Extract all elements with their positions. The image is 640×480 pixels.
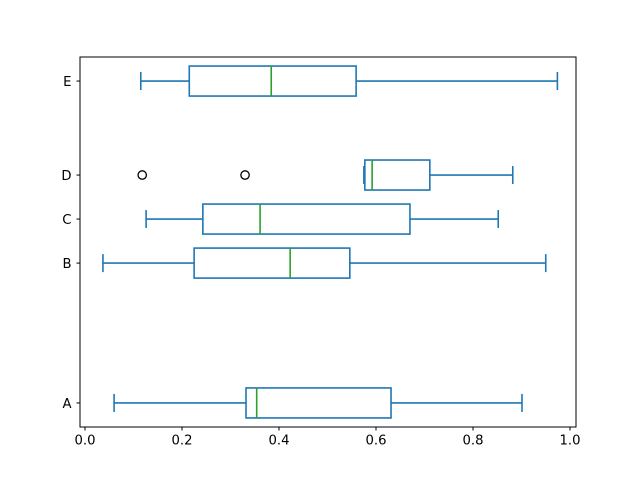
box-iqr xyxy=(245,387,392,419)
box-iqr xyxy=(364,159,431,191)
axes-frame xyxy=(79,56,577,428)
boxplot-item-E xyxy=(139,65,559,97)
boxplot-item-C xyxy=(145,203,500,235)
y-axis-ticks: A B C D E xyxy=(61,75,80,412)
box-iqr xyxy=(193,247,351,279)
box-iqr xyxy=(202,203,411,235)
x-tick-label: 0.8 xyxy=(463,434,484,449)
x-tick-label: 0.2 xyxy=(172,434,193,449)
y-tick-label: A xyxy=(62,397,71,412)
x-tick-label: 0.6 xyxy=(366,434,387,449)
y-tick-label: B xyxy=(62,257,71,272)
boxplot-item-D xyxy=(137,159,514,191)
box-series xyxy=(102,65,559,419)
x-axis-ticks: 0.0 0.2 0.4 0.6 0.8 1.0 xyxy=(75,427,581,449)
y-tick-label: E xyxy=(63,75,71,90)
x-tick-label: 1.0 xyxy=(560,434,581,449)
box-iqr xyxy=(188,65,357,97)
outlier-marker xyxy=(137,170,148,180)
boxplot-item-B xyxy=(102,247,547,279)
boxplot-item-A xyxy=(113,387,523,419)
y-tick-label: D xyxy=(61,169,71,184)
y-tick-label: C xyxy=(62,213,71,228)
outlier-marker xyxy=(240,170,250,180)
x-tick-label: 0.0 xyxy=(75,434,96,449)
axes-area xyxy=(79,56,577,428)
x-tick-label: 0.4 xyxy=(269,434,290,449)
